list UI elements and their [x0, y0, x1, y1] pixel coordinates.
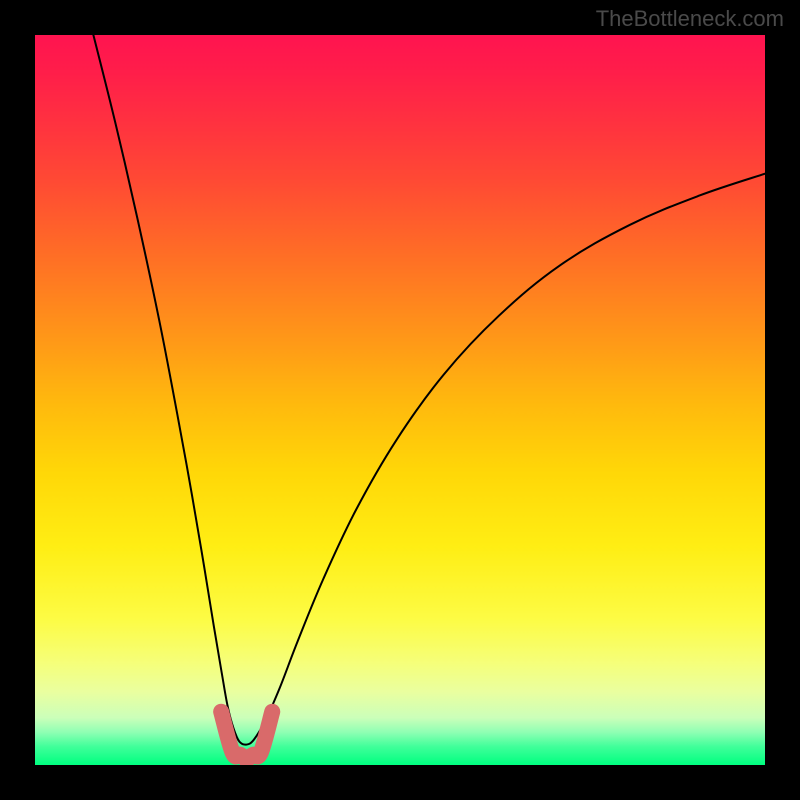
bottleneck-curve: [93, 35, 765, 745]
bottleneck-chart: [35, 35, 765, 765]
chart-curve-layer: [35, 35, 765, 765]
valley-floor-marker: [221, 712, 272, 759]
watermark-text: TheBottleneck.com: [596, 6, 784, 32]
